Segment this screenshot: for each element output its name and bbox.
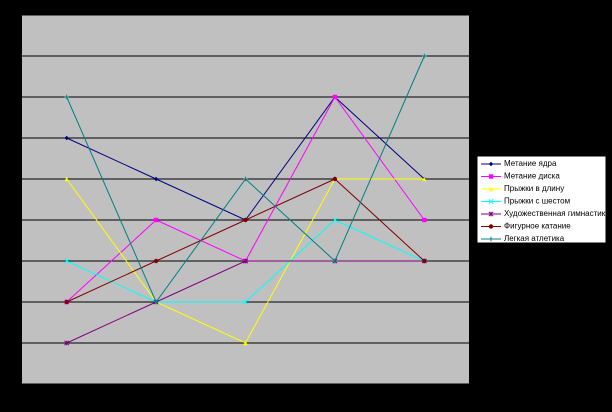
y-tick-label: 4 [12,215,17,224]
marker [242,299,249,305]
legend-label: Метание ядра [504,159,557,168]
legend-label: Легкая атлетика [504,234,565,243]
legend [476,155,607,244]
marker [64,340,70,346]
y-tick-label: 0 [12,379,17,388]
y-tick-label: 3 [12,256,17,265]
marker [64,176,69,182]
marker [153,176,159,182]
marker [422,53,427,59]
y-tick-label: 7 [12,92,17,101]
marker [422,217,427,223]
marker [422,258,427,264]
marker [243,217,248,223]
marker [332,258,338,264]
legend-label: Прыжки в длину [504,184,564,193]
marker [422,176,427,182]
marker [242,258,249,264]
marker [153,299,159,305]
marker [153,258,159,264]
marker [488,236,494,242]
y-tick-label: 6 [12,133,17,142]
marker [488,211,494,217]
marker [488,161,494,167]
marker [332,176,338,182]
legend-label: Фигурное катание [504,222,571,231]
y-tick-label: 8 [12,51,17,60]
marker [488,174,494,179]
legend-label: Метание диска [504,172,560,181]
marker [64,135,69,141]
marker [153,217,159,223]
marker [64,94,69,100]
y-tick-label: 9 [12,10,17,19]
y-tick-label: 2 [12,297,17,306]
plot-area [22,15,469,384]
marker [332,217,338,223]
marker [488,198,494,205]
y-tick-label: 1 [12,338,17,347]
marker [243,176,248,182]
legend-label: Художественная гимнастика [504,209,610,218]
marker [488,186,494,192]
marker [488,224,494,229]
legend-label: Прыжки с шестом [504,197,570,206]
marker [64,258,70,264]
marker [332,94,338,100]
y-tick-label: 5 [12,174,17,183]
marker [64,299,69,305]
marker [243,340,248,346]
